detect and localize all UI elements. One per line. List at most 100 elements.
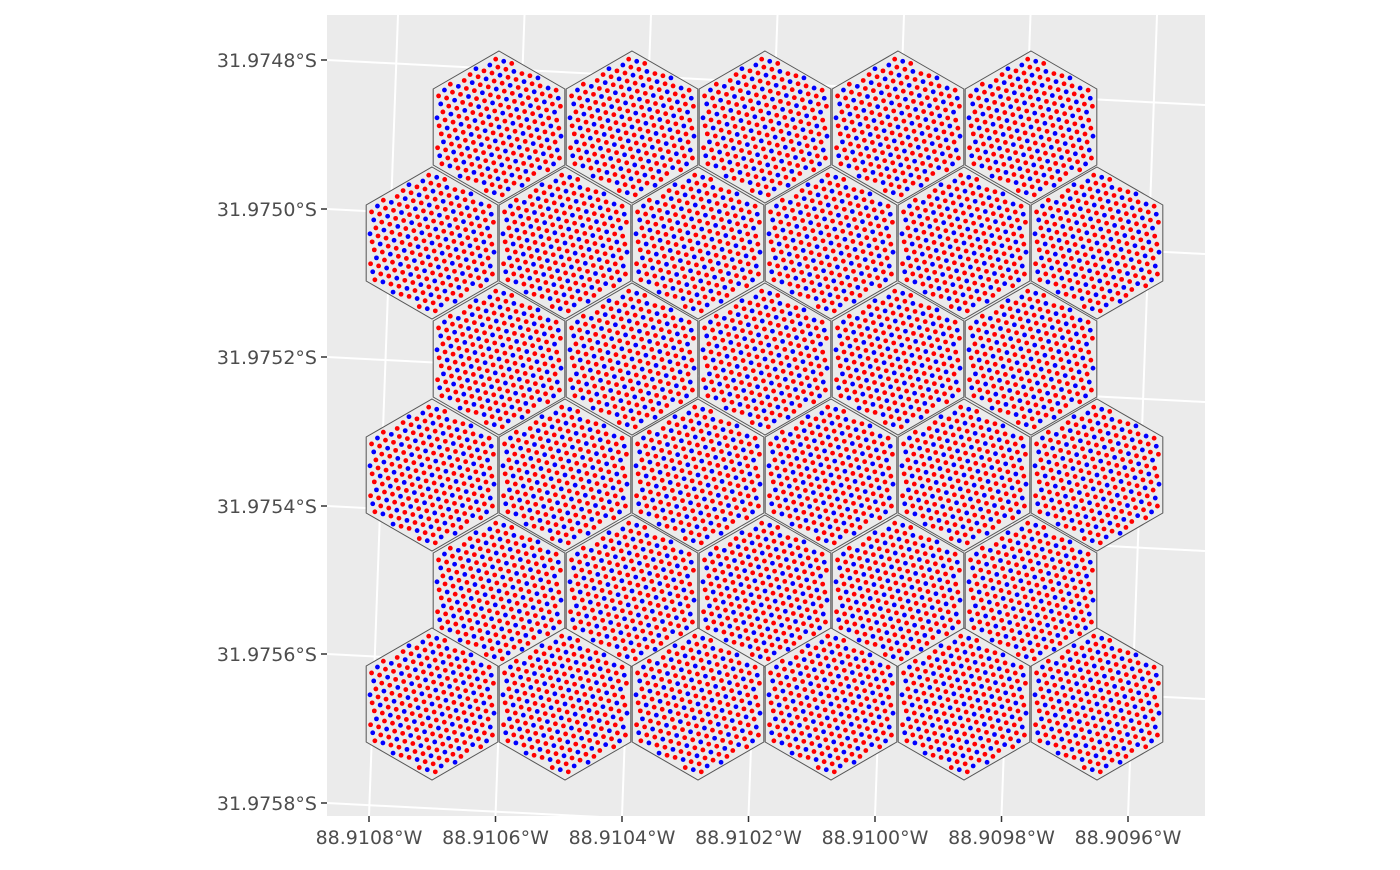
sample-point — [797, 171, 803, 176]
sample-point — [631, 334, 636, 340]
sample-point — [920, 79, 926, 85]
sample-point — [449, 463, 455, 468]
sample-point — [730, 519, 736, 524]
sample-point — [899, 342, 905, 348]
sample-point — [1067, 307, 1073, 313]
sample-point — [966, 174, 972, 180]
sample-point — [528, 335, 533, 341]
sample-point — [1107, 206, 1113, 212]
sample-point — [401, 218, 407, 223]
sample-point — [811, 206, 817, 212]
sample-point — [880, 68, 886, 74]
sample-point — [993, 219, 998, 225]
sample-point — [819, 178, 825, 184]
sample-point — [455, 397, 461, 403]
sample-point — [706, 198, 712, 204]
sample-point — [765, 80, 771, 86]
sample-point — [577, 125, 583, 131]
sample-point — [847, 282, 853, 288]
sample-point — [442, 117, 448, 123]
sample-point — [1014, 128, 1020, 134]
sample-point — [424, 426, 430, 432]
sample-point — [1038, 336, 1043, 342]
sample-point — [795, 434, 801, 439]
sample-point — [513, 309, 519, 314]
sample-point — [456, 284, 462, 290]
sample-point — [823, 387, 828, 393]
sample-point — [1029, 72, 1035, 78]
sample-point — [622, 302, 628, 308]
sample-point — [867, 132, 873, 137]
sample-point — [602, 453, 607, 459]
sample-point — [813, 528, 819, 533]
sample-point — [1010, 515, 1016, 521]
sample-point — [1073, 190, 1079, 196]
sample-point — [1010, 283, 1016, 289]
sample-point — [803, 204, 809, 210]
sample-point — [923, 147, 929, 152]
sample-point — [629, 124, 635, 130]
sample-point — [569, 264, 574, 270]
sample-point — [462, 197, 468, 203]
sample-point — [757, 310, 763, 316]
sample-point — [684, 514, 690, 520]
sample-point — [700, 174, 706, 180]
sample-point — [500, 231, 506, 237]
sample-point — [686, 178, 692, 184]
sample-point — [439, 393, 445, 399]
sample-point — [534, 450, 540, 455]
sample-point — [847, 514, 853, 520]
sample-point — [688, 327, 694, 333]
sample-point — [866, 475, 872, 481]
sample-point — [944, 167, 950, 173]
sample-point — [747, 180, 753, 185]
sample-point — [1046, 368, 1052, 374]
sample-point — [442, 349, 448, 355]
sample-point — [889, 362, 895, 368]
sample-point — [696, 300, 702, 306]
sample-point — [602, 221, 607, 227]
sample-point — [908, 263, 913, 269]
sample-point — [1075, 512, 1081, 517]
sample-point — [563, 188, 569, 194]
sample-point — [805, 496, 810, 501]
sample-point — [692, 284, 698, 290]
sample-point — [794, 103, 799, 109]
sample-point — [902, 501, 908, 507]
sample-point — [717, 381, 723, 387]
sample-point — [1087, 530, 1093, 536]
sample-point — [442, 206, 448, 212]
sample-point — [792, 215, 798, 221]
sample-point — [915, 144, 921, 150]
sample-point — [529, 434, 535, 439]
sample-point — [575, 288, 581, 294]
sample-point — [1123, 293, 1129, 298]
sample-point — [537, 517, 543, 523]
sample-point — [960, 412, 966, 418]
sample-point — [1062, 464, 1068, 469]
sample-point — [777, 503, 783, 509]
sample-point — [574, 460, 580, 466]
sample-point — [679, 347, 685, 353]
sample-point — [452, 530, 458, 536]
sample-point — [633, 140, 639, 146]
sample-point — [573, 280, 579, 286]
hexagon-points-r2-c0 — [434, 288, 564, 430]
sample-point — [482, 269, 487, 275]
sample-point — [1059, 507, 1065, 513]
sample-point — [540, 151, 546, 157]
sample-point — [540, 474, 546, 479]
sample-point — [462, 107, 468, 113]
sample-point — [852, 449, 857, 454]
sample-point — [821, 95, 827, 101]
sample-point — [883, 368, 889, 374]
sample-point — [805, 264, 810, 269]
sample-point — [770, 217, 776, 223]
sample-point — [920, 160, 926, 166]
sample-point — [921, 371, 927, 376]
sample-point — [950, 200, 956, 206]
sample-point — [822, 478, 828, 484]
sample-point — [436, 294, 442, 300]
sample-point — [393, 215, 399, 221]
sample-point — [614, 150, 619, 156]
